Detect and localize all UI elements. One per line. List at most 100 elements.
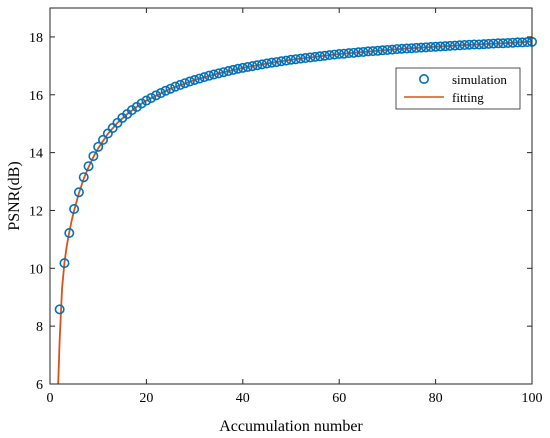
x-tick-label: 40 xyxy=(236,391,250,406)
series-simulation-point xyxy=(396,43,407,54)
ticks-layer: 0 20 40 60 80 100 6 8 10 12 14 16 18 xyxy=(29,8,543,406)
series-simulation-point xyxy=(420,42,431,53)
series-simulation-point xyxy=(440,41,451,52)
series-simulation-point xyxy=(392,44,403,55)
series-simulation-point xyxy=(459,40,470,51)
series-simulation-point xyxy=(223,66,234,77)
series-simulation-point xyxy=(348,47,359,58)
series-simulation-point xyxy=(464,39,475,50)
series-simulation-point xyxy=(512,37,523,48)
series-simulation-point xyxy=(387,44,398,55)
y-tick-label: 10 xyxy=(29,262,43,277)
series-simulation-point xyxy=(367,46,378,57)
series-simulation-point xyxy=(175,79,186,90)
series-simulation-point xyxy=(285,54,296,65)
series-simulation-point xyxy=(425,42,436,53)
series-simulation-point xyxy=(237,62,248,73)
series-simulation-point xyxy=(247,61,258,72)
series-simulation-point xyxy=(266,57,277,68)
series-simulation-point xyxy=(261,58,272,69)
series-simulation-point xyxy=(334,48,345,59)
series-simulation-point xyxy=(502,37,513,48)
series-simulation-point xyxy=(372,45,383,56)
series-layer xyxy=(54,36,537,385)
y-tick-label: 18 xyxy=(29,31,43,46)
x-tick-label: 60 xyxy=(332,391,346,406)
series-simulation-point xyxy=(242,62,253,73)
series-simulation-point xyxy=(382,44,393,55)
series-simulation-point xyxy=(54,304,65,315)
series-simulation-point xyxy=(435,41,446,52)
series-simulation-point xyxy=(353,47,364,58)
x-tick-label: 0 xyxy=(47,391,54,406)
series-simulation-point xyxy=(78,172,89,183)
series-simulation-point xyxy=(449,40,460,51)
series-simulation-point xyxy=(179,78,190,89)
series-simulation-point xyxy=(98,134,109,145)
series-simulation-point xyxy=(339,48,350,59)
series-simulation-point xyxy=(305,52,316,63)
series-simulation-point xyxy=(507,37,518,48)
series-simulation-point xyxy=(522,37,533,48)
series-simulation-point xyxy=(271,57,282,68)
x-tick-label: 80 xyxy=(429,391,443,406)
series-simulation-point xyxy=(363,46,374,57)
series-simulation-point xyxy=(329,49,340,60)
series-simulation-point xyxy=(170,81,181,92)
y-tick-label: 16 xyxy=(29,89,43,104)
series-simulation-point xyxy=(83,161,94,172)
series-simulation-point xyxy=(343,48,354,59)
series-simulation-point xyxy=(59,258,70,269)
series-simulation-point xyxy=(281,55,292,66)
x-tick-label: 20 xyxy=(139,391,153,406)
series-simulation-point xyxy=(377,45,388,56)
series-simulation-point xyxy=(498,38,509,49)
series-simulation-point xyxy=(517,37,528,48)
series-simulation-point xyxy=(204,70,215,81)
series-fitting-line xyxy=(57,40,533,385)
series-simulation-point xyxy=(478,39,489,50)
series-simulation-point xyxy=(141,95,152,106)
series-simulation-point xyxy=(189,75,200,86)
legend-label-fitting: fitting xyxy=(452,90,484,105)
series-simulation-point xyxy=(358,46,369,57)
legend-box xyxy=(395,67,521,110)
series-simulation-point xyxy=(295,53,306,64)
series-simulation-point xyxy=(324,50,335,61)
series-simulation-point xyxy=(160,85,171,96)
x-tick-label: 100 xyxy=(522,391,543,406)
series-simulation-point xyxy=(165,83,176,94)
series-simulation-point xyxy=(314,51,325,62)
series-simulation-point xyxy=(208,69,219,80)
series-simulation-point xyxy=(228,64,239,75)
series-simulation-point xyxy=(146,92,157,103)
series-simulation-point xyxy=(88,151,99,162)
legend-label-simulation: simulation xyxy=(452,72,507,87)
legend-marker-simulation xyxy=(418,74,429,85)
series-simulation-point xyxy=(93,141,104,152)
y-tick-label: 8 xyxy=(36,320,43,335)
series-simulation-point xyxy=(411,42,422,53)
series-simulation-point xyxy=(493,38,504,49)
series-simulation-point xyxy=(454,40,465,51)
legend: simulation fitting xyxy=(395,67,521,110)
series-simulation-point xyxy=(252,60,263,71)
series-simulation-point xyxy=(232,63,243,74)
series-simulation-point xyxy=(430,41,441,52)
series-simulation-point xyxy=(194,73,205,84)
series-simulation-point xyxy=(257,59,268,70)
series-simulation-point xyxy=(155,88,166,99)
plot-frame xyxy=(49,7,533,385)
series-simulation-point xyxy=(483,38,494,49)
y-axis-label: PSNR(dB) xyxy=(6,161,23,230)
series-simulation-point xyxy=(199,72,210,83)
series-simulation-point xyxy=(401,43,412,54)
series-simulation-point xyxy=(445,40,456,51)
series-simulation-point xyxy=(416,42,427,53)
x-axis-label: Accumulation number xyxy=(219,418,363,435)
series-simulation-point xyxy=(218,67,229,78)
series-simulation-point xyxy=(151,90,162,101)
series-simulation-point xyxy=(319,50,330,61)
y-tick-label: 12 xyxy=(29,204,43,219)
